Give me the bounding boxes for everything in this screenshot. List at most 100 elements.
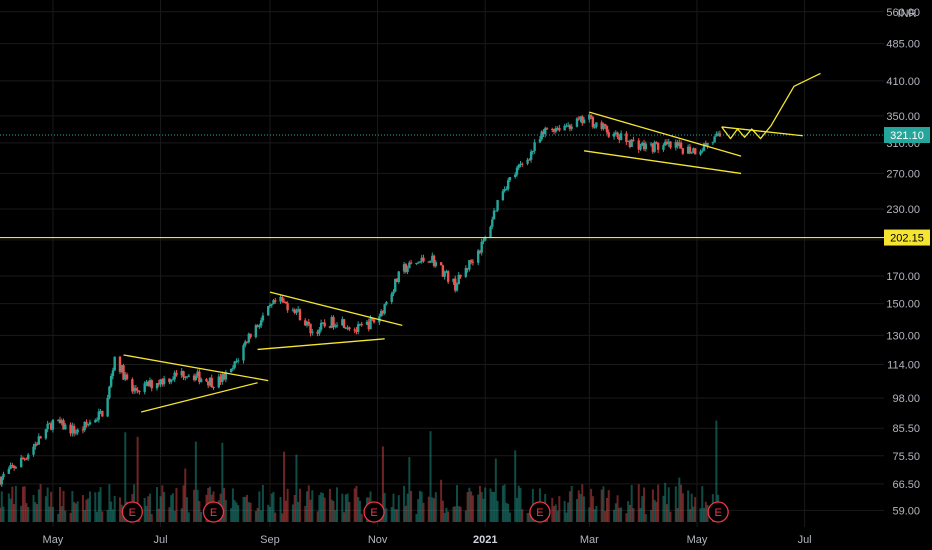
candle-body [182,371,185,377]
volume-bar [440,479,443,522]
candle-body [591,116,595,127]
candle-body [639,145,642,150]
earnings-marker [202,501,225,523]
candle-body [311,331,314,334]
candle-body [445,271,448,273]
candle-body [464,268,468,277]
volume-bar [20,505,23,522]
candle-body [542,131,545,135]
volume-bar [477,494,480,522]
volume-bar [73,502,76,522]
volume-bar [0,507,1,522]
volume-bar [653,499,656,522]
earnings-marker [707,501,729,523]
candle-body [261,315,265,321]
candle-body [219,376,222,383]
volume-bar [515,497,518,522]
candle-body [341,319,344,326]
volume-bar [120,504,123,522]
volume-bar [101,511,104,522]
candle-body [422,257,425,262]
candle-body [383,304,386,314]
volume-bar [246,494,249,522]
candle-body [155,383,159,389]
last-price-label: 321.10 [890,130,924,142]
x-tick-label: Sep [260,534,280,546]
volume-bar [291,504,294,522]
candle-body [282,301,286,303]
candle-body [318,329,321,334]
volume-bar [625,513,628,522]
volume-bar [83,509,86,522]
volume-bar [21,486,24,522]
candle-body [125,374,129,380]
candle-body [162,378,166,385]
volume-bar [7,493,10,522]
candle-body [503,189,506,192]
candle-body [342,319,346,328]
volume-bar [58,486,61,522]
candle-body [406,268,409,272]
volume-bar [274,512,277,522]
candle-body [526,159,529,164]
volume-bar [343,512,346,522]
volume-bar [427,496,430,522]
candle-body [217,376,220,388]
volume-bar [328,488,331,522]
volume-bar [34,502,37,522]
volume-bar [433,498,436,522]
candle-body [379,311,383,317]
volume-bar [397,495,400,522]
volume-bar [575,499,578,522]
y-tick-label: 59.00 [892,505,920,517]
candle-body [199,379,203,383]
candle-body [669,141,672,148]
candle-body [60,420,63,424]
volume-bar [279,496,282,522]
volume-bar [655,501,658,522]
candle-body [180,371,183,376]
candle-body [420,257,423,262]
time-scale[interactable]: May Jul Sep Nov 2021 Mar May Jul [43,534,812,546]
candle-body [630,139,633,147]
candle-body [235,360,238,362]
candle-body [706,143,709,146]
volume-bar [471,495,474,522]
volume-bar [429,431,432,522]
volume-bar [336,487,339,522]
candle-body [356,324,360,332]
volume-bar [664,482,667,522]
volume-bar [591,496,594,522]
volume-bar [272,491,275,522]
candle-body [667,141,670,144]
candle-body [157,383,161,385]
candle-body [563,125,566,131]
drawings[interactable] [123,72,821,413]
volume-bar [69,512,72,522]
candle-body [256,325,259,328]
candle-body [390,293,393,303]
volume-bar [447,511,450,522]
volume-bar [348,501,351,522]
volume-bar [618,507,621,522]
y-tick-label: 114.00 [887,359,920,371]
candle-body [222,374,226,380]
volume-bar [260,510,263,522]
volume-bar [526,512,529,522]
volume-bar [284,500,287,522]
volume-bar [627,501,630,522]
price-axis[interactable] [884,0,932,527]
volume-bar [231,488,234,522]
candle-body [185,376,189,378]
candle-body [353,329,356,331]
candle-body [319,322,323,330]
volume-bar [687,490,690,522]
volume-bar [48,506,51,522]
volume-bar [309,499,312,522]
volume-bar [298,488,301,522]
candle-body [429,260,432,263]
volume-bar [678,477,681,522]
candle-body [88,422,92,425]
